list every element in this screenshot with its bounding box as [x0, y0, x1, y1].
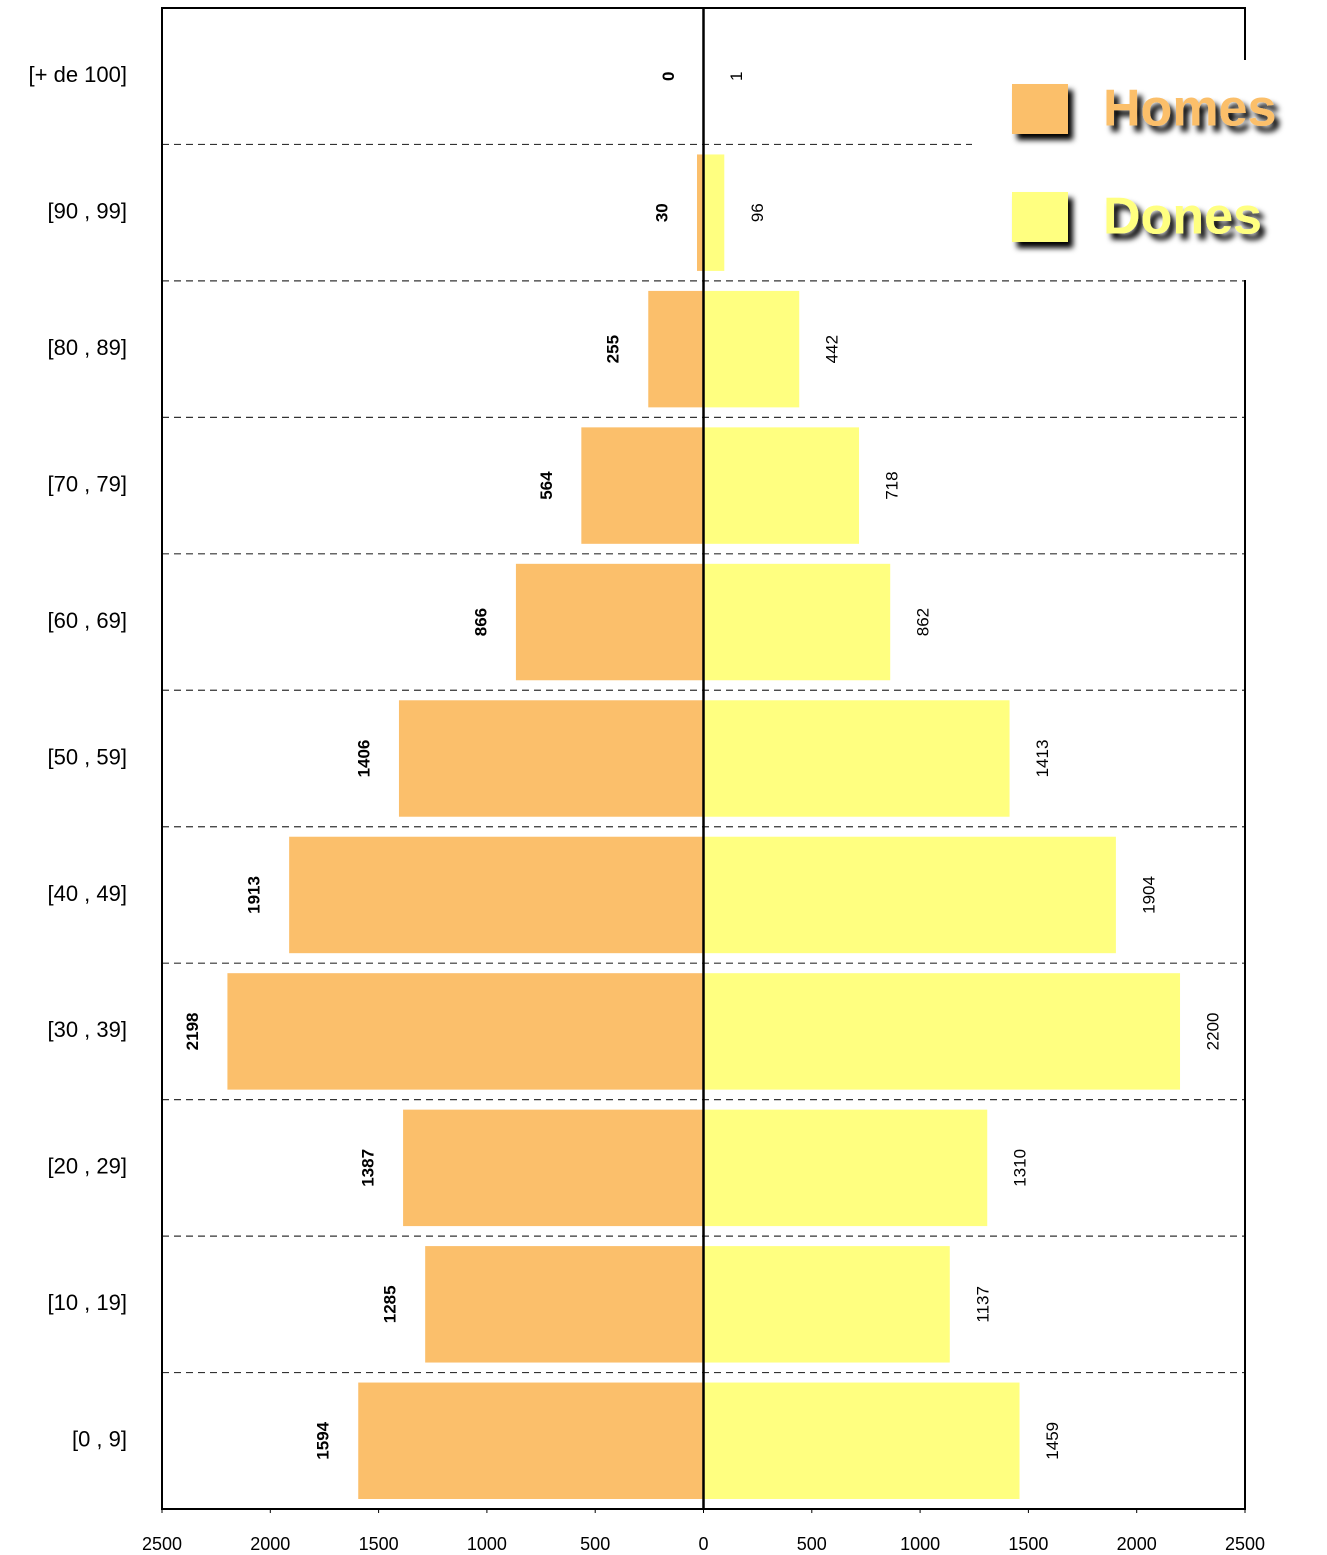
y-tick-label: [20 , 29] — [47, 1154, 127, 1179]
x-tick-label: 1000 — [900, 1534, 940, 1554]
y-tick-label: [90 , 99] — [47, 198, 127, 223]
value-label: 564 — [537, 471, 556, 500]
y-tick-label: [0 , 9] — [72, 1427, 127, 1452]
bar — [703, 427, 860, 544]
bar — [697, 154, 704, 271]
value-label: 0 — [659, 71, 678, 80]
y-tick-label: [+ de 100] — [29, 62, 127, 87]
bar — [648, 290, 704, 408]
value-label: 2200 — [1204, 1012, 1223, 1050]
value-label: 1406 — [354, 740, 373, 778]
value-label: 1904 — [1139, 876, 1158, 914]
y-tick-label: [80 , 89] — [47, 335, 127, 360]
value-label: 1459 — [1043, 1422, 1062, 1460]
bar — [358, 1382, 704, 1499]
bar — [425, 1246, 704, 1363]
x-tick-label: 500 — [797, 1534, 827, 1554]
value-label: 1137 — [973, 1286, 992, 1323]
value-label: 255 — [604, 335, 623, 363]
legend-swatch — [1012, 192, 1068, 242]
bar — [581, 427, 704, 544]
y-tick-label: [60 , 69] — [47, 608, 127, 633]
bar — [403, 1109, 704, 1227]
bar — [703, 973, 1181, 1090]
value-label: 1913 — [245, 876, 264, 914]
legend-swatch — [1012, 84, 1068, 134]
value-label: 442 — [823, 335, 842, 363]
bar — [703, 290, 800, 408]
x-tick-label: 500 — [580, 1534, 610, 1554]
y-tick-label: [40 , 49] — [47, 881, 127, 906]
bar — [515, 563, 704, 681]
value-label: 1387 — [359, 1149, 378, 1187]
value-label: 2198 — [183, 1012, 202, 1050]
y-tick-label: [30 , 39] — [47, 1017, 127, 1042]
value-label: 1413 — [1033, 740, 1052, 778]
bar — [703, 154, 725, 271]
legend-label: Dones — [1103, 188, 1262, 246]
x-tick-label: 2000 — [250, 1534, 290, 1554]
value-label: 1 — [727, 71, 746, 80]
x-tick-label: 1000 — [467, 1534, 507, 1554]
bar — [703, 563, 891, 681]
value-label: 30 — [652, 203, 671, 222]
y-tick-label: [70 , 79] — [47, 471, 127, 496]
value-label: 866 — [471, 608, 490, 636]
bar — [703, 1382, 1020, 1499]
bar — [703, 836, 1116, 954]
y-tick-label: [50 , 59] — [47, 744, 127, 769]
x-tick-label: 2000 — [1117, 1534, 1157, 1554]
y-tick-label: [10 , 19] — [47, 1290, 127, 1315]
bar — [703, 1109, 988, 1227]
bar — [703, 700, 1010, 817]
value-label: 96 — [748, 203, 767, 222]
bar — [227, 973, 704, 1090]
value-label: 1285 — [381, 1285, 400, 1323]
x-tick-label: 2500 — [142, 1534, 182, 1554]
legend-label: Homes — [1103, 80, 1276, 138]
x-tick-label: 1500 — [359, 1534, 399, 1554]
x-tick-label: 2500 — [1225, 1534, 1265, 1554]
x-tick-label: 1500 — [1008, 1534, 1048, 1554]
bar — [289, 836, 704, 954]
value-label: 1310 — [1011, 1149, 1030, 1187]
bar — [703, 1246, 950, 1363]
bar — [398, 700, 704, 817]
value-label: 718 — [883, 471, 902, 499]
legend: Homes Dones — [972, 60, 1327, 280]
x-tick-label: 0 — [698, 1534, 708, 1554]
value-label: 862 — [914, 608, 933, 636]
value-label: 1594 — [314, 1421, 333, 1459]
